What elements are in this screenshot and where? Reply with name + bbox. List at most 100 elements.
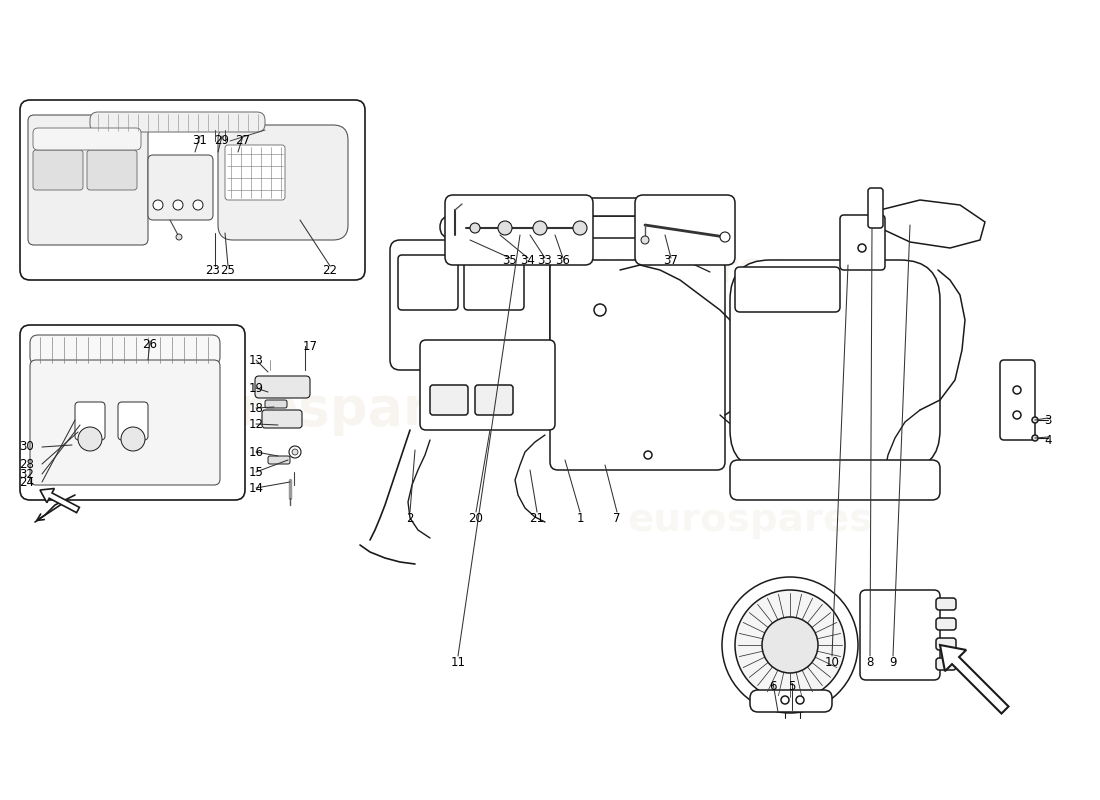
FancyBboxPatch shape — [33, 150, 82, 190]
Text: 1: 1 — [576, 511, 584, 525]
Text: 31: 31 — [192, 134, 208, 146]
FancyBboxPatch shape — [262, 410, 303, 428]
FancyBboxPatch shape — [635, 195, 735, 265]
Circle shape — [762, 617, 818, 673]
Circle shape — [796, 696, 804, 704]
Circle shape — [1032, 417, 1038, 423]
FancyBboxPatch shape — [90, 112, 265, 132]
Text: 14: 14 — [249, 482, 264, 494]
Circle shape — [153, 200, 163, 210]
Text: 8: 8 — [867, 655, 873, 669]
FancyBboxPatch shape — [440, 216, 670, 238]
FancyBboxPatch shape — [430, 385, 468, 415]
Polygon shape — [880, 200, 984, 248]
FancyBboxPatch shape — [398, 255, 458, 310]
Circle shape — [858, 244, 866, 252]
Text: 24: 24 — [20, 475, 34, 489]
Text: 23: 23 — [206, 263, 220, 277]
FancyBboxPatch shape — [475, 385, 513, 415]
Circle shape — [470, 223, 480, 233]
FancyBboxPatch shape — [420, 340, 556, 430]
Text: 15: 15 — [249, 466, 263, 478]
FancyBboxPatch shape — [448, 198, 666, 216]
Circle shape — [192, 200, 204, 210]
FancyBboxPatch shape — [148, 155, 213, 220]
Circle shape — [173, 200, 183, 210]
FancyArrow shape — [940, 645, 1009, 714]
Circle shape — [735, 590, 845, 700]
Circle shape — [176, 234, 182, 240]
Text: 6: 6 — [769, 681, 777, 694]
Text: 32: 32 — [20, 467, 34, 481]
Circle shape — [1032, 435, 1038, 441]
Circle shape — [722, 577, 858, 713]
Text: 25: 25 — [221, 263, 235, 277]
FancyBboxPatch shape — [730, 260, 940, 470]
Text: 37: 37 — [663, 254, 679, 266]
FancyBboxPatch shape — [936, 638, 956, 650]
FancyBboxPatch shape — [118, 402, 148, 440]
Text: 33: 33 — [538, 254, 552, 266]
FancyBboxPatch shape — [1000, 360, 1035, 440]
Text: 30: 30 — [20, 441, 34, 454]
Text: 26: 26 — [143, 338, 157, 351]
Circle shape — [1013, 386, 1021, 394]
Text: 19: 19 — [249, 382, 264, 394]
FancyBboxPatch shape — [750, 690, 832, 712]
Text: eurospares: eurospares — [528, 249, 792, 291]
Text: 13: 13 — [249, 354, 263, 366]
FancyBboxPatch shape — [265, 400, 287, 408]
Text: 5: 5 — [789, 681, 795, 694]
FancyBboxPatch shape — [550, 260, 725, 470]
Circle shape — [292, 449, 298, 455]
FancyBboxPatch shape — [255, 376, 310, 398]
Text: 3: 3 — [1044, 414, 1052, 426]
FancyBboxPatch shape — [840, 215, 886, 270]
Text: 20: 20 — [469, 511, 483, 525]
FancyBboxPatch shape — [20, 100, 365, 280]
Text: 9: 9 — [889, 655, 896, 669]
Text: eurospares: eurospares — [164, 384, 496, 436]
Text: 16: 16 — [249, 446, 264, 458]
FancyBboxPatch shape — [75, 402, 104, 440]
Text: 21: 21 — [529, 511, 544, 525]
Text: 11: 11 — [451, 655, 465, 669]
FancyBboxPatch shape — [87, 150, 138, 190]
FancyBboxPatch shape — [860, 590, 940, 680]
FancyBboxPatch shape — [20, 325, 245, 500]
Circle shape — [720, 232, 730, 242]
Circle shape — [121, 427, 145, 451]
Text: 7: 7 — [614, 511, 620, 525]
FancyBboxPatch shape — [936, 598, 956, 610]
Text: 28: 28 — [20, 458, 34, 470]
Circle shape — [594, 304, 606, 316]
Circle shape — [641, 236, 649, 244]
FancyBboxPatch shape — [30, 335, 220, 365]
Text: 18: 18 — [249, 402, 263, 414]
Text: 17: 17 — [302, 339, 318, 353]
Text: 22: 22 — [322, 263, 338, 277]
FancyBboxPatch shape — [28, 115, 148, 245]
FancyBboxPatch shape — [33, 128, 141, 150]
FancyBboxPatch shape — [30, 360, 220, 485]
FancyBboxPatch shape — [446, 195, 593, 265]
Circle shape — [644, 451, 652, 459]
Circle shape — [534, 221, 547, 235]
Circle shape — [289, 446, 301, 458]
Text: 34: 34 — [520, 254, 536, 266]
Text: 27: 27 — [235, 134, 251, 146]
Text: eurospares: eurospares — [627, 501, 872, 539]
FancyBboxPatch shape — [226, 145, 285, 200]
Circle shape — [781, 696, 789, 704]
Text: 36: 36 — [556, 254, 571, 266]
FancyBboxPatch shape — [218, 125, 348, 240]
FancyBboxPatch shape — [936, 618, 956, 630]
FancyBboxPatch shape — [936, 658, 956, 670]
Circle shape — [1013, 411, 1021, 419]
Text: 4: 4 — [1044, 434, 1052, 446]
Circle shape — [78, 427, 102, 451]
Text: 29: 29 — [214, 134, 230, 146]
Text: 2: 2 — [406, 511, 414, 525]
Circle shape — [498, 221, 512, 235]
FancyArrow shape — [40, 489, 79, 513]
